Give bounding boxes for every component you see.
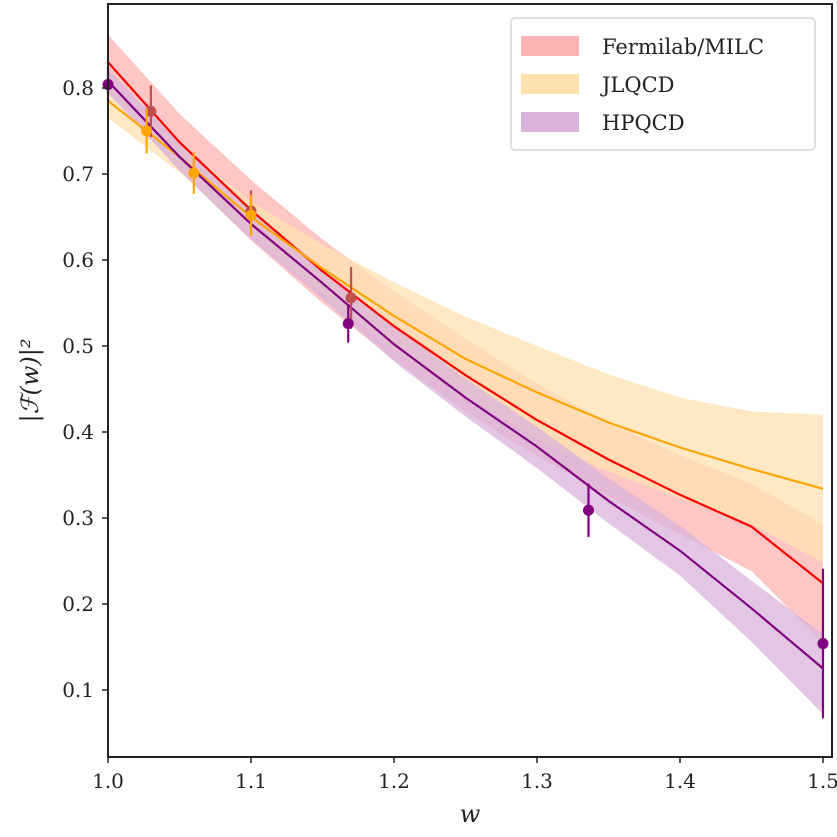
data-point-2-3 — [817, 638, 829, 650]
y-tick-label-3: 0.4 — [62, 420, 94, 444]
x-tick-label-5: 1.5 — [807, 769, 837, 793]
data-point-0-2 — [345, 292, 357, 304]
legend-swatch-1 — [521, 74, 579, 94]
y-tick-label-5: 0.6 — [62, 248, 94, 272]
data-point-2-2 — [582, 504, 594, 516]
y-tick-label-4: 0.5 — [62, 334, 94, 358]
fit-line-0 — [107, 61, 824, 585]
legend-label-2: HPQCD — [602, 111, 685, 135]
y-tick-label-7: 0.8 — [62, 76, 94, 100]
legend-swatch-0 — [521, 36, 579, 56]
confidence-bands — [108, 34, 823, 715]
fit-line-2 — [107, 80, 824, 670]
legend: Fermilab/MILC JLQCD HPQCD — [510, 17, 816, 151]
band-1 — [108, 88, 823, 563]
legend-label-0: Fermilab/MILC — [602, 35, 764, 59]
y-tick-label-6: 0.7 — [62, 162, 94, 186]
data-point-1-1 — [188, 167, 200, 179]
legend-swatch-2 — [521, 112, 579, 132]
y-axis-ticks: 0.1 0.2 0.3 0.4 0.5 0.6 0.7 0.8 — [62, 76, 108, 702]
x-axis-ticks: 1.0 1.1 1.2 1.3 1.4 1.5 — [92, 757, 837, 793]
x-axis-label: w — [460, 800, 481, 828]
x-tick-label-2: 1.2 — [378, 769, 410, 793]
x-tick-label-4: 1.4 — [664, 769, 696, 793]
y-tick-label-1: 0.2 — [62, 592, 94, 616]
fit-line-1 — [107, 100, 824, 490]
plot-frame — [107, 3, 833, 758]
data-point-2-1 — [342, 318, 354, 330]
y-tick-label-0: 0.1 — [62, 678, 94, 702]
data-point-1-2 — [245, 209, 257, 221]
x-tick-label-3: 1.3 — [521, 769, 553, 793]
y-tick-label-2: 0.3 — [62, 506, 94, 530]
legend-box — [510, 17, 816, 151]
band-0 — [108, 34, 823, 643]
band-2 — [108, 69, 823, 715]
data-point-0-0 — [145, 105, 157, 117]
x-tick-label-1: 1.1 — [235, 769, 267, 793]
data-point-1-0 — [141, 125, 153, 137]
fit-lines — [107, 61, 824, 670]
x-tick-label-0: 1.0 — [92, 769, 124, 793]
y-axis-label: |ℱ(w)|² — [16, 339, 45, 423]
legend-label-1: JLQCD — [600, 73, 675, 97]
